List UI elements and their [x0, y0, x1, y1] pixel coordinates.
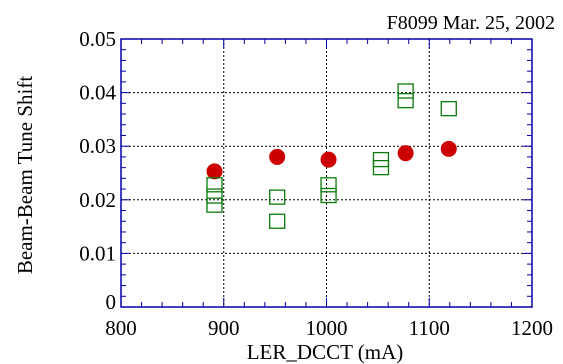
- data-markers: [206, 83, 457, 229]
- x-tick-label: 1200: [511, 316, 553, 340]
- data-point-square: [206, 197, 223, 213]
- data-point-square: [440, 101, 457, 117]
- x-tick-label: 800: [105, 316, 137, 340]
- axis-ticks: [120, 38, 533, 308]
- y-axis-title: Beam-Beam Tune Shift: [13, 76, 37, 274]
- x-tick-label: 900: [208, 316, 240, 340]
- x-tick-label: 1100: [409, 316, 450, 340]
- y-tick-label: 0.01: [79, 241, 116, 265]
- data-point-square: [269, 213, 286, 229]
- y-tick-label: 0.04: [79, 81, 116, 105]
- chart-annotation: F8099 Mar. 25, 2002: [387, 12, 555, 34]
- data-point-square: [206, 177, 223, 193]
- data-point-circle: [440, 140, 457, 157]
- y-axis-tick-labels: 0 0.01 0.02 0.03 0.04 0.05: [79, 27, 116, 314]
- data-point-circle: [206, 163, 223, 180]
- data-point-square: [397, 92, 414, 109]
- x-axis-tick-labels: 800 900 1000 1100 1200: [105, 316, 553, 340]
- grid-lines: [121, 39, 532, 307]
- x-axis-title: LER_DCCT (mA): [247, 340, 404, 364]
- y-tick-label: 0.03: [79, 134, 116, 158]
- data-point-circle: [397, 145, 414, 162]
- data-point-square: [206, 188, 223, 204]
- data-point-square: [397, 83, 414, 99]
- x-tick-label: 1000: [306, 316, 348, 340]
- data-point-square: [269, 189, 286, 205]
- y-tick-label: 0.02: [79, 188, 116, 212]
- data-point-circle: [269, 148, 286, 165]
- data-point-circle: [320, 151, 337, 168]
- data-point-square: [372, 159, 390, 176]
- data-point-square: [372, 151, 390, 168]
- data-point-square: [320, 177, 337, 193]
- y-tick-label: 0.05: [79, 27, 116, 51]
- y-tick-label: 0: [106, 290, 117, 314]
- data-point-square: [320, 187, 337, 204]
